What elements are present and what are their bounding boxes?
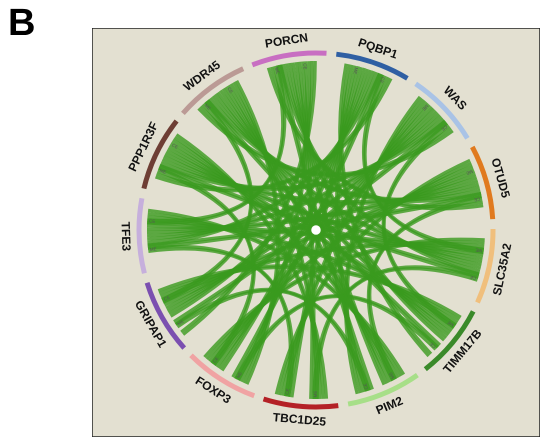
arc-sublabel: CE (469, 275, 476, 282)
arc-sublabel: ME (204, 103, 212, 111)
gene-arc-pim2 (347, 373, 419, 407)
gene-arc-ppp1r3f (141, 119, 179, 190)
gene-label-tbc1d25: TBC1D25 (272, 410, 327, 429)
gene-arc-wdr45 (181, 66, 245, 116)
arc-sublabel: ME (159, 168, 167, 175)
arc-sublabels: ME CE ME CE ME CE ME CE ME CE ME CE ME CE ME CE ME CE ME CE… (149, 63, 482, 397)
chord-link (148, 247, 292, 397)
arc-sublabel: CE (284, 388, 290, 395)
gene-label-tfe3: TFE3 (118, 221, 133, 251)
arc-sublabel: CE (226, 86, 234, 94)
arc-sublabel: CE (429, 341, 437, 349)
gene-arc-otud5 (470, 145, 496, 220)
arc-sublabel: ME (465, 169, 473, 176)
arc-sublabel: CE (379, 76, 386, 84)
arc-sublabel: ME (235, 371, 243, 379)
gene-arc-tbc1d25 (262, 396, 339, 410)
arc-sublabel: CE (440, 124, 448, 132)
gene-label-porcn: PORCN (264, 30, 309, 50)
chord-link (157, 169, 255, 365)
chord-diagram-frame: ME CE ME CE ME CE ME CE ME CE ME CE ME CE ME CE ME CE ME CE… (91, 27, 540, 438)
arc-sublabel: CE (212, 356, 220, 364)
gene-arc-foxp3 (189, 353, 256, 399)
arc-sublabel: ME (421, 103, 429, 111)
gene-arcs (136, 50, 496, 410)
arc-sublabel: CE (474, 196, 481, 202)
arc-sublabel: ME (274, 67, 280, 75)
arc-sublabel: CE (171, 142, 179, 149)
chord-diagram: ME CE ME CE ME CE ME CE ME CE ME CE ME CE ME CE ME CE ME CE… (91, 27, 540, 438)
chord-link (161, 103, 253, 301)
arc-sublabel: ME (177, 319, 185, 327)
arc-sublabel: CE (163, 295, 171, 302)
gene-arc-porcn (251, 50, 327, 68)
arc-sublabel: CE (362, 383, 369, 390)
arc-sublabel: ME (446, 320, 454, 328)
gene-arc-timm17b (423, 310, 476, 372)
arc-sublabel: CE (149, 219, 156, 224)
gene-arc-gripap1 (144, 282, 187, 350)
arc-sublabel: ME (353, 67, 359, 75)
arc-sublabel: ME (475, 248, 482, 254)
chord-links (146, 60, 485, 400)
center-ring (308, 222, 324, 238)
gene-arc-was (414, 81, 470, 140)
chord-link (285, 63, 446, 342)
arc-sublabel: CE (302, 63, 307, 70)
arc-sublabel: ME (313, 391, 318, 398)
gene-arc-tfe3 (136, 197, 147, 274)
gene-arc-slc35a2 (475, 228, 496, 304)
chord-link (147, 65, 285, 223)
gene-arc-pqbp1 (336, 51, 409, 81)
panel-label: B (8, 2, 36, 44)
arc-sublabel: ME (388, 371, 396, 379)
arc-sublabel: ME (150, 246, 157, 252)
